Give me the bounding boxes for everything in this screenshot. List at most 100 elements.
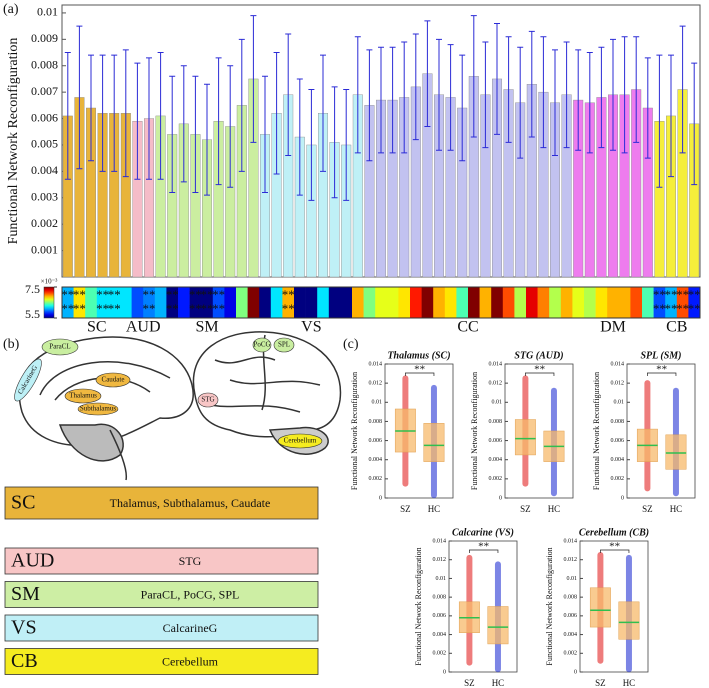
region-label: STG bbox=[201, 396, 214, 404]
colorbar bbox=[43, 286, 55, 319]
error-bar bbox=[447, 44, 454, 151]
error-bar bbox=[389, 46, 396, 154]
group-label: AUD bbox=[126, 319, 161, 336]
heatmap-cell bbox=[143, 287, 156, 318]
heatmap-cell bbox=[456, 287, 469, 318]
subplot-title: Cerebellum (CB) bbox=[579, 527, 649, 538]
heatmap-frame bbox=[61, 286, 701, 319]
significance-mark: ** bbox=[688, 301, 701, 316]
heatmap-cell bbox=[502, 287, 515, 318]
legend-abbr: SC bbox=[11, 492, 35, 514]
legend-row bbox=[4, 581, 319, 608]
heatmap-cell bbox=[166, 287, 179, 318]
y-tick-label: 0 bbox=[621, 495, 624, 501]
heatmap-cell bbox=[479, 287, 492, 318]
error-bar bbox=[598, 46, 605, 149]
region-marker bbox=[64, 388, 102, 404]
error-bar bbox=[204, 83, 210, 196]
y-tick-label: 0.004 bbox=[564, 632, 578, 638]
significance-mark: ** bbox=[201, 287, 214, 302]
heatmap-cell bbox=[433, 287, 446, 318]
region-marker bbox=[273, 337, 295, 353]
y-tick-label: 0.012 bbox=[489, 381, 503, 387]
error-bar bbox=[517, 46, 524, 159]
y-tick-label: 0.004 bbox=[433, 632, 447, 638]
legend-abbr: VS bbox=[11, 617, 37, 639]
y-tick-label: 0.002 bbox=[31, 216, 58, 230]
y-tick-label: 0.005 bbox=[31, 137, 58, 151]
heatmap-cell bbox=[468, 287, 480, 318]
significance-mark: ** bbox=[282, 287, 295, 302]
plot-frame bbox=[448, 540, 518, 673]
heatmap-cell bbox=[178, 287, 190, 318]
heatmap-cell bbox=[317, 287, 330, 318]
error-bar bbox=[621, 36, 628, 154]
significance-mark: ** bbox=[665, 301, 678, 316]
significance-mark: ** bbox=[96, 301, 109, 316]
error-bar bbox=[401, 41, 408, 154]
significance-mark: ** bbox=[212, 301, 225, 316]
significance-mark: ** bbox=[653, 287, 666, 302]
group-label: CB bbox=[666, 319, 687, 336]
heatmap-cell bbox=[572, 287, 585, 318]
x-tick-label: SZ bbox=[400, 504, 411, 514]
region-label: Thalamus bbox=[69, 392, 97, 400]
panel-label: (a) bbox=[3, 2, 19, 17]
y-tick-label: 0.004 bbox=[31, 163, 58, 177]
heatmap-cell bbox=[96, 287, 109, 318]
region-label: SPL bbox=[278, 341, 290, 349]
error-bar bbox=[215, 57, 222, 186]
heatmap-cell bbox=[665, 287, 678, 318]
significance-mark: ** bbox=[189, 287, 202, 302]
y-tick-label: 0.012 bbox=[433, 557, 447, 563]
error-bar bbox=[354, 36, 361, 154]
error-bar bbox=[552, 49, 558, 157]
subplot-title: Thalamus (SC) bbox=[387, 350, 450, 361]
x-tick-label: SZ bbox=[642, 504, 653, 514]
significance-mark: ** bbox=[61, 301, 74, 316]
error-bar bbox=[586, 52, 593, 154]
panel-label: (b) bbox=[3, 337, 20, 352]
heatmap-cell bbox=[537, 287, 550, 318]
heatmap-cell bbox=[607, 287, 620, 318]
brain-lateral bbox=[192, 331, 342, 455]
error-bar bbox=[424, 20, 431, 127]
region-label: Cerebellum bbox=[284, 437, 317, 445]
significance-bracket bbox=[469, 549, 499, 553]
region-marker bbox=[41, 338, 79, 356]
heatmap-cell bbox=[688, 287, 701, 318]
error-bar bbox=[528, 30, 535, 138]
y-tick-label: 0.008 bbox=[489, 419, 503, 425]
heatmap-cell bbox=[595, 287, 608, 318]
significance-mark: ** bbox=[96, 287, 109, 302]
y-axis-label: Functional Network Reconfiguration bbox=[545, 547, 554, 665]
error-bar bbox=[436, 38, 442, 151]
error-bar bbox=[459, 54, 466, 162]
heatmap-cell bbox=[282, 287, 295, 318]
y-tick-label: 0 bbox=[499, 495, 502, 501]
y-tick-label: 0.01 bbox=[436, 576, 447, 582]
y-tick-label: 0.01 bbox=[37, 5, 58, 19]
error-bar bbox=[331, 86, 338, 199]
error-bar bbox=[99, 54, 106, 172]
y-tick-label: 0.002 bbox=[433, 651, 447, 657]
error-bar bbox=[563, 41, 570, 149]
significance-mark: ** bbox=[166, 287, 179, 302]
error-bar bbox=[227, 65, 234, 188]
legend-abbr: CB bbox=[11, 650, 38, 672]
error-bar bbox=[412, 33, 419, 141]
heatmap-cell bbox=[653, 287, 666, 318]
x-tick-label: HC bbox=[623, 678, 636, 688]
region-label: ParaCL bbox=[49, 343, 70, 351]
significance-label: ** bbox=[656, 364, 667, 376]
y-tick-label: 0.004 bbox=[369, 457, 383, 463]
y-tick-label: 0.002 bbox=[369, 476, 383, 482]
significance-mark: ** bbox=[676, 301, 689, 316]
y-tick-label: 0.012 bbox=[369, 381, 383, 387]
plot-frame bbox=[384, 363, 454, 499]
group-label: CC bbox=[457, 319, 478, 336]
legend-regions: STG bbox=[179, 554, 202, 568]
heatmap-cell bbox=[236, 287, 248, 318]
legend-regions: CalcarineG bbox=[163, 621, 218, 635]
